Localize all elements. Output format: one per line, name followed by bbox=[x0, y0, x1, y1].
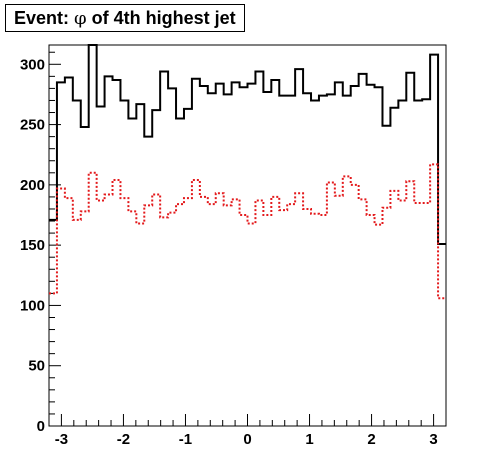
x-tick-label: 0 bbox=[243, 431, 251, 448]
axis-ticks bbox=[48, 51, 447, 427]
title-suffix: of 4th highest jet bbox=[86, 7, 236, 28]
x-tick-label: 1 bbox=[305, 431, 313, 448]
y-tick-label: 0 bbox=[37, 418, 45, 435]
series-1-line bbox=[49, 163, 446, 300]
title-prefix: Event: bbox=[14, 7, 75, 28]
histogram-series bbox=[49, 44, 446, 300]
y-tick-label: 100 bbox=[20, 297, 45, 314]
x-tick-label: -1 bbox=[179, 431, 192, 448]
plot-frame bbox=[48, 44, 447, 427]
y-tick-label: 150 bbox=[20, 237, 45, 254]
y-tick-label: 200 bbox=[20, 177, 45, 194]
x-tick-label: -2 bbox=[117, 431, 130, 448]
series-0-line bbox=[49, 44, 446, 245]
x-axis-tick-labels: -3 -2 -1 0 1 2 3 bbox=[55, 431, 438, 448]
x-tick-label: 2 bbox=[367, 431, 375, 448]
phi-symbol: φ bbox=[74, 7, 87, 29]
chart-title: Event: φ of 4th highest jet bbox=[5, 4, 245, 32]
x-tick-label: -3 bbox=[55, 431, 68, 448]
y-axis-tick-labels: 0 50 100 150 200 250 300 bbox=[20, 56, 45, 435]
x-tick-label: 3 bbox=[429, 431, 437, 448]
y-tick-label: 50 bbox=[28, 358, 45, 375]
y-tick-label: 250 bbox=[20, 117, 45, 134]
y-tick-label: 300 bbox=[20, 56, 45, 73]
